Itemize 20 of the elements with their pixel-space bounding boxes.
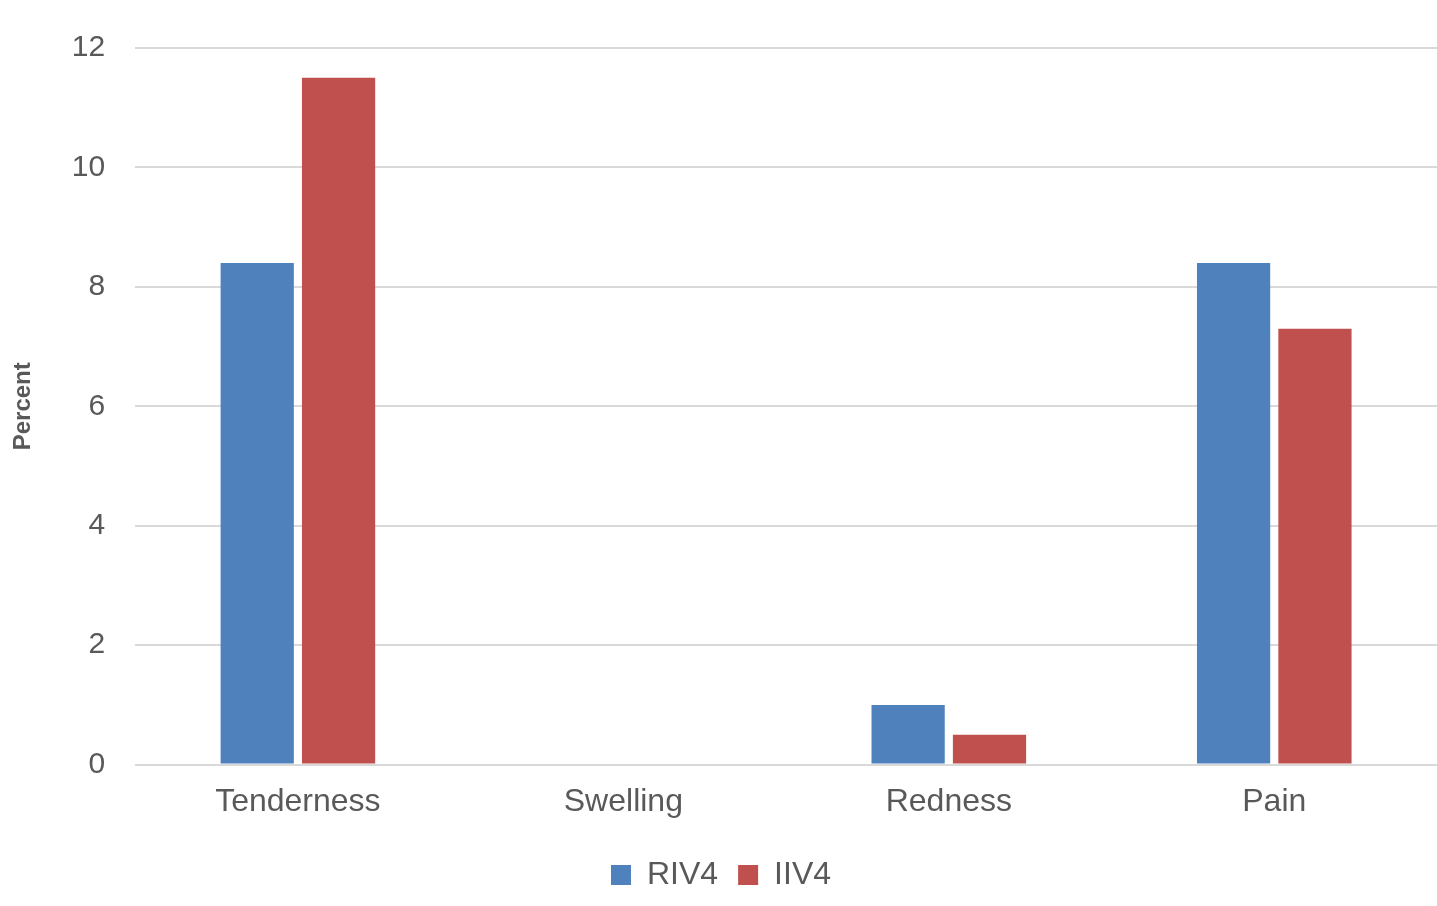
legend-label: RIV4	[646, 854, 719, 891]
x-tick-label: Swelling	[563, 781, 683, 818]
bar	[871, 704, 945, 764]
bar	[1278, 328, 1352, 764]
bar	[952, 734, 1027, 764]
bar	[1196, 262, 1271, 764]
y-tick-label: 2	[88, 626, 106, 660]
bar	[301, 77, 376, 764]
y-tick-label: 10	[71, 148, 106, 182]
bar	[220, 262, 294, 764]
x-tick-label: Redness	[885, 781, 1012, 818]
y-tick-label: 6	[88, 387, 106, 421]
y-tick-label: 4	[88, 507, 106, 540]
legend-label: IIV4	[774, 854, 832, 891]
y-tick-label: 12	[71, 29, 106, 63]
y-tick-label: 0	[88, 745, 106, 779]
y-axis-title: Percent	[8, 362, 36, 451]
y-tick-label: 8	[88, 268, 106, 302]
x-tick-label: Tenderness	[215, 781, 381, 818]
x-tick-label: Pain	[1242, 781, 1307, 818]
